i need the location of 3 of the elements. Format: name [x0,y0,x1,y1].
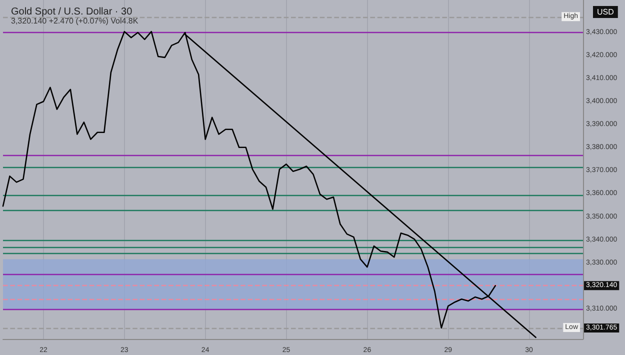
text: 3,320.140 +2.470 (+0.07%) Vol4.8K [11,16,139,26]
text: Gold Spot / U.S. Dollar · 30 [11,6,133,18]
text: USD [597,8,614,16]
